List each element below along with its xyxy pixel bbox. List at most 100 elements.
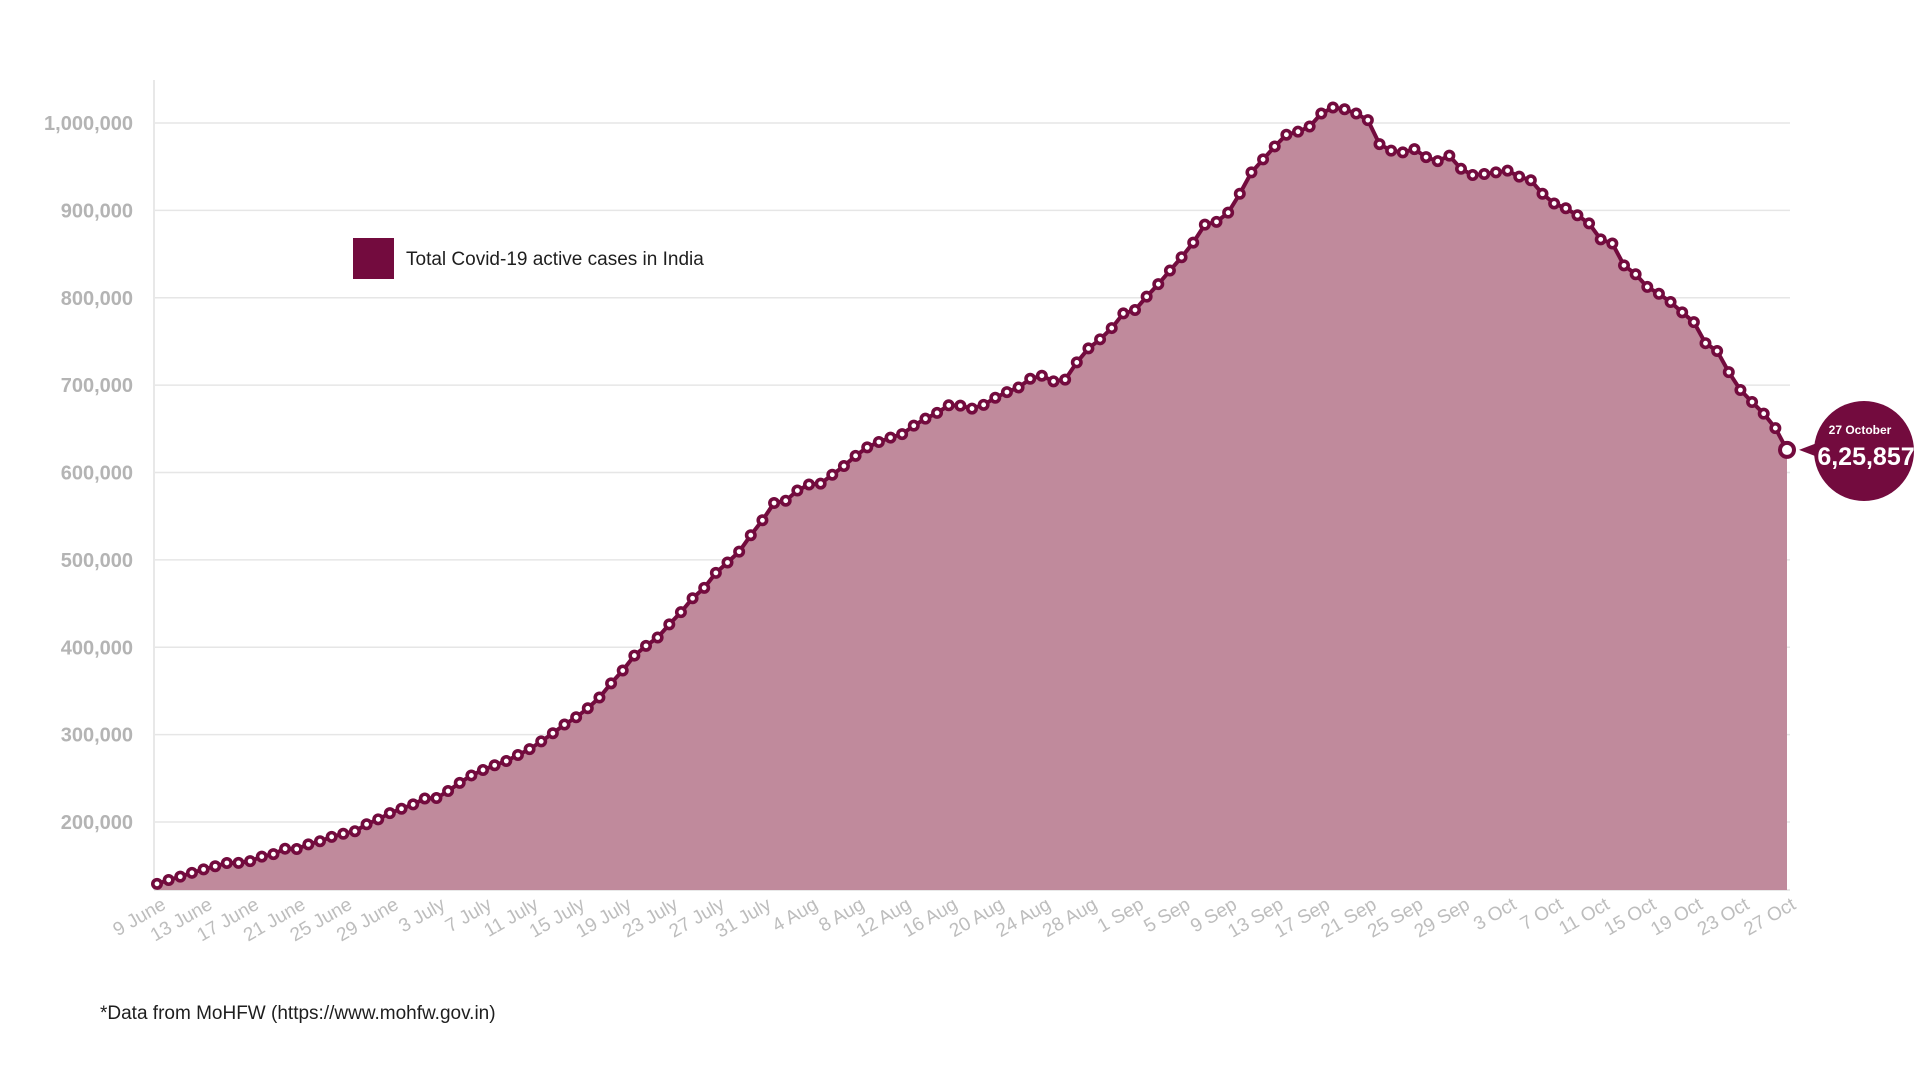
data-point xyxy=(372,813,385,826)
data-point xyxy=(1350,107,1363,120)
x-tick-label: 3 July xyxy=(395,894,449,937)
data-point xyxy=(1629,268,1642,281)
data-point xyxy=(954,399,967,412)
y-tick-label: 800,000 xyxy=(61,288,133,310)
y-tick-label: 900,000 xyxy=(61,200,133,222)
y-tick-label: 700,000 xyxy=(61,375,133,397)
data-point xyxy=(1361,114,1374,127)
data-points xyxy=(151,101,1796,890)
data-point xyxy=(1373,138,1386,151)
data-point xyxy=(965,402,978,415)
y-tick-label: 400,000 xyxy=(61,637,133,659)
data-point xyxy=(686,592,699,605)
data-point xyxy=(1746,396,1759,409)
data-point xyxy=(313,835,326,848)
y-tick-label: 200,000 xyxy=(61,812,133,834)
data-point xyxy=(605,677,618,690)
data-point xyxy=(267,848,280,861)
data-point xyxy=(721,556,734,569)
callout-date: 27 October xyxy=(1829,423,1892,437)
data-point xyxy=(1175,251,1188,264)
data-point xyxy=(1326,101,1339,114)
data-point xyxy=(407,798,420,811)
data-point xyxy=(884,431,897,444)
data-point xyxy=(791,484,804,497)
data-point xyxy=(209,860,222,873)
data-point xyxy=(1571,209,1584,222)
data-point xyxy=(1524,174,1537,187)
data-point xyxy=(1606,237,1619,250)
data-point xyxy=(593,691,606,704)
data-point xyxy=(500,755,513,768)
y-tick-label: 600,000 xyxy=(61,463,133,485)
data-point xyxy=(1094,333,1107,346)
data-point xyxy=(814,477,827,490)
data-point xyxy=(383,807,396,820)
data-point xyxy=(942,399,955,412)
data-point xyxy=(861,441,874,454)
data-point xyxy=(826,468,839,481)
data-point xyxy=(418,792,431,805)
data-point xyxy=(1012,381,1025,394)
data-point xyxy=(430,792,443,805)
data-point xyxy=(546,727,559,740)
data-point xyxy=(616,664,629,677)
area-fill xyxy=(157,107,1787,891)
data-point xyxy=(1129,303,1142,316)
data-point xyxy=(1210,215,1223,228)
data-point xyxy=(581,702,594,715)
data-point xyxy=(337,827,350,840)
data-point xyxy=(977,398,990,411)
data-point xyxy=(1687,316,1700,329)
data-point xyxy=(1734,383,1747,396)
y-tick-label: 1,000,000 xyxy=(44,113,133,135)
data-point xyxy=(744,529,757,542)
data-point xyxy=(1594,233,1607,246)
data-point xyxy=(325,830,338,843)
data-point xyxy=(1478,168,1491,181)
data-point xyxy=(1280,128,1293,141)
x-tick-label: 3 Oct xyxy=(1470,894,1520,935)
data-point xyxy=(1059,373,1072,386)
data-point xyxy=(1152,278,1165,291)
data-point xyxy=(1245,166,1258,179)
data-point xyxy=(872,435,885,448)
data-point xyxy=(849,449,862,462)
data-point xyxy=(1583,217,1596,230)
data-point xyxy=(837,460,850,473)
x-tick-label: 28 Aug xyxy=(1039,894,1101,942)
data-point xyxy=(511,748,524,761)
data-point xyxy=(442,785,455,798)
data-point xyxy=(558,718,571,731)
y-tick-labels: 200,000 300,000 400,000 500,000 600,000 700,0… xyxy=(44,113,133,834)
data-point xyxy=(907,419,920,432)
data-point xyxy=(151,877,164,890)
data-point xyxy=(174,870,187,883)
x-tick-label: 19 Oct xyxy=(1647,894,1707,941)
data-point xyxy=(1257,153,1270,166)
data-point xyxy=(1501,164,1514,177)
data-point xyxy=(1047,375,1060,388)
data-point xyxy=(348,825,361,838)
data-point xyxy=(232,856,245,869)
data-point xyxy=(1676,306,1689,319)
callout-bubble xyxy=(1814,401,1914,501)
data-point xyxy=(1303,120,1316,133)
data-point xyxy=(1548,197,1561,210)
legend-label: Total Covid-19 active cases in India xyxy=(406,249,704,270)
data-point xyxy=(639,639,652,652)
x-tick-label: 11 Oct xyxy=(1555,894,1613,940)
data-point xyxy=(1070,356,1083,369)
data-point xyxy=(1443,149,1456,162)
data-point xyxy=(220,856,233,869)
data-point xyxy=(919,412,932,425)
y-tick-label: 500,000 xyxy=(61,550,133,572)
data-point xyxy=(1408,143,1421,156)
data-point xyxy=(302,838,315,851)
data-point xyxy=(1000,386,1013,399)
data-point xyxy=(453,776,466,789)
data-point xyxy=(535,735,548,748)
data-point xyxy=(1455,162,1468,175)
data-point xyxy=(1222,206,1235,219)
